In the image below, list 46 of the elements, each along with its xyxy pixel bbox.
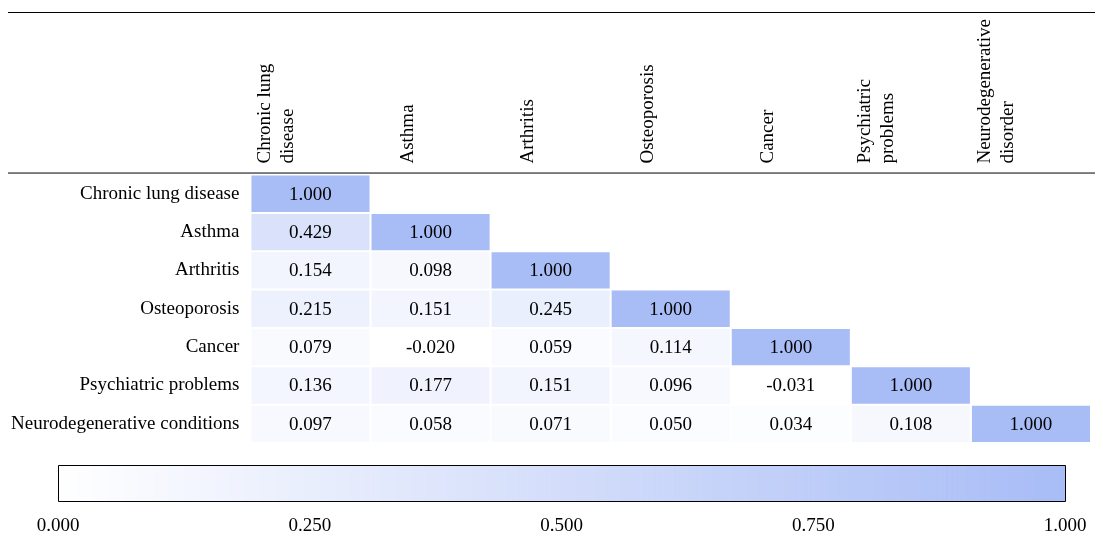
data-label: 0.071 [529, 412, 573, 434]
x-tick-label: Asthma [395, 103, 417, 164]
data-label: 1.000 [409, 221, 452, 243]
y-tick-label: Neurodegenerative conditions [10, 411, 240, 433]
data-label: 1.000 [769, 336, 813, 358]
y-tick-label: Chronic lung disease [80, 181, 240, 203]
data-label: 1.000 [889, 374, 933, 396]
x-tick-label: Neurodegenerative disorder [973, 18, 1018, 164]
x-tick-label: Cancer [755, 109, 777, 164]
data-label: 0.151 [409, 297, 452, 319]
data-label: 0.151 [529, 374, 573, 396]
y-tick-label: Asthma [180, 220, 241, 242]
data-label: 1.000 [529, 259, 573, 281]
data-label: 0.245 [529, 297, 573, 319]
data-label: 0.136 [289, 374, 332, 396]
data-label: 0.154 [289, 259, 333, 281]
data-label: 0.429 [289, 221, 332, 243]
data-label: 0.114 [649, 336, 693, 358]
data-label: 1.000 [649, 297, 693, 319]
data-label: 0.097 [289, 412, 332, 434]
data-label: 0.059 [529, 336, 573, 358]
data-label: 0.034 [769, 412, 813, 434]
data-label: -0.031 [766, 374, 816, 396]
y-tick-label: Cancer [185, 335, 241, 357]
y-tick-label: Osteoporosis [140, 296, 240, 318]
data-label: 0.058 [409, 412, 452, 434]
data-label: 0.108 [889, 412, 933, 434]
data-label: 0.177 [409, 374, 452, 396]
color-bar-label: 0.250 [288, 514, 332, 536]
data-label: 0.096 [649, 374, 693, 396]
color-bar-label: 0.000 [36, 514, 80, 536]
color-bar-label: 1.000 [1043, 514, 1087, 536]
color-bar-label: 0.750 [791, 514, 835, 536]
data-label: 0.050 [649, 412, 693, 434]
color-bar-label: 0.500 [540, 514, 583, 536]
data-label: -0.020 [406, 336, 456, 358]
y-tick-label: Arthritis [175, 258, 240, 280]
x-tick-label: Psychiatric problems [853, 79, 898, 164]
data-label: 0.079 [289, 336, 332, 358]
data-label: 0.098 [409, 259, 452, 281]
data-label: 1.000 [1009, 412, 1053, 434]
data-label: 0.215 [289, 297, 332, 319]
x-tick-label: Osteoporosis [635, 64, 657, 164]
data-label: 1.000 [289, 182, 332, 204]
x-tick-label: Arthritis [515, 99, 537, 164]
y-tick-label: Psychiatric problems [79, 373, 240, 395]
